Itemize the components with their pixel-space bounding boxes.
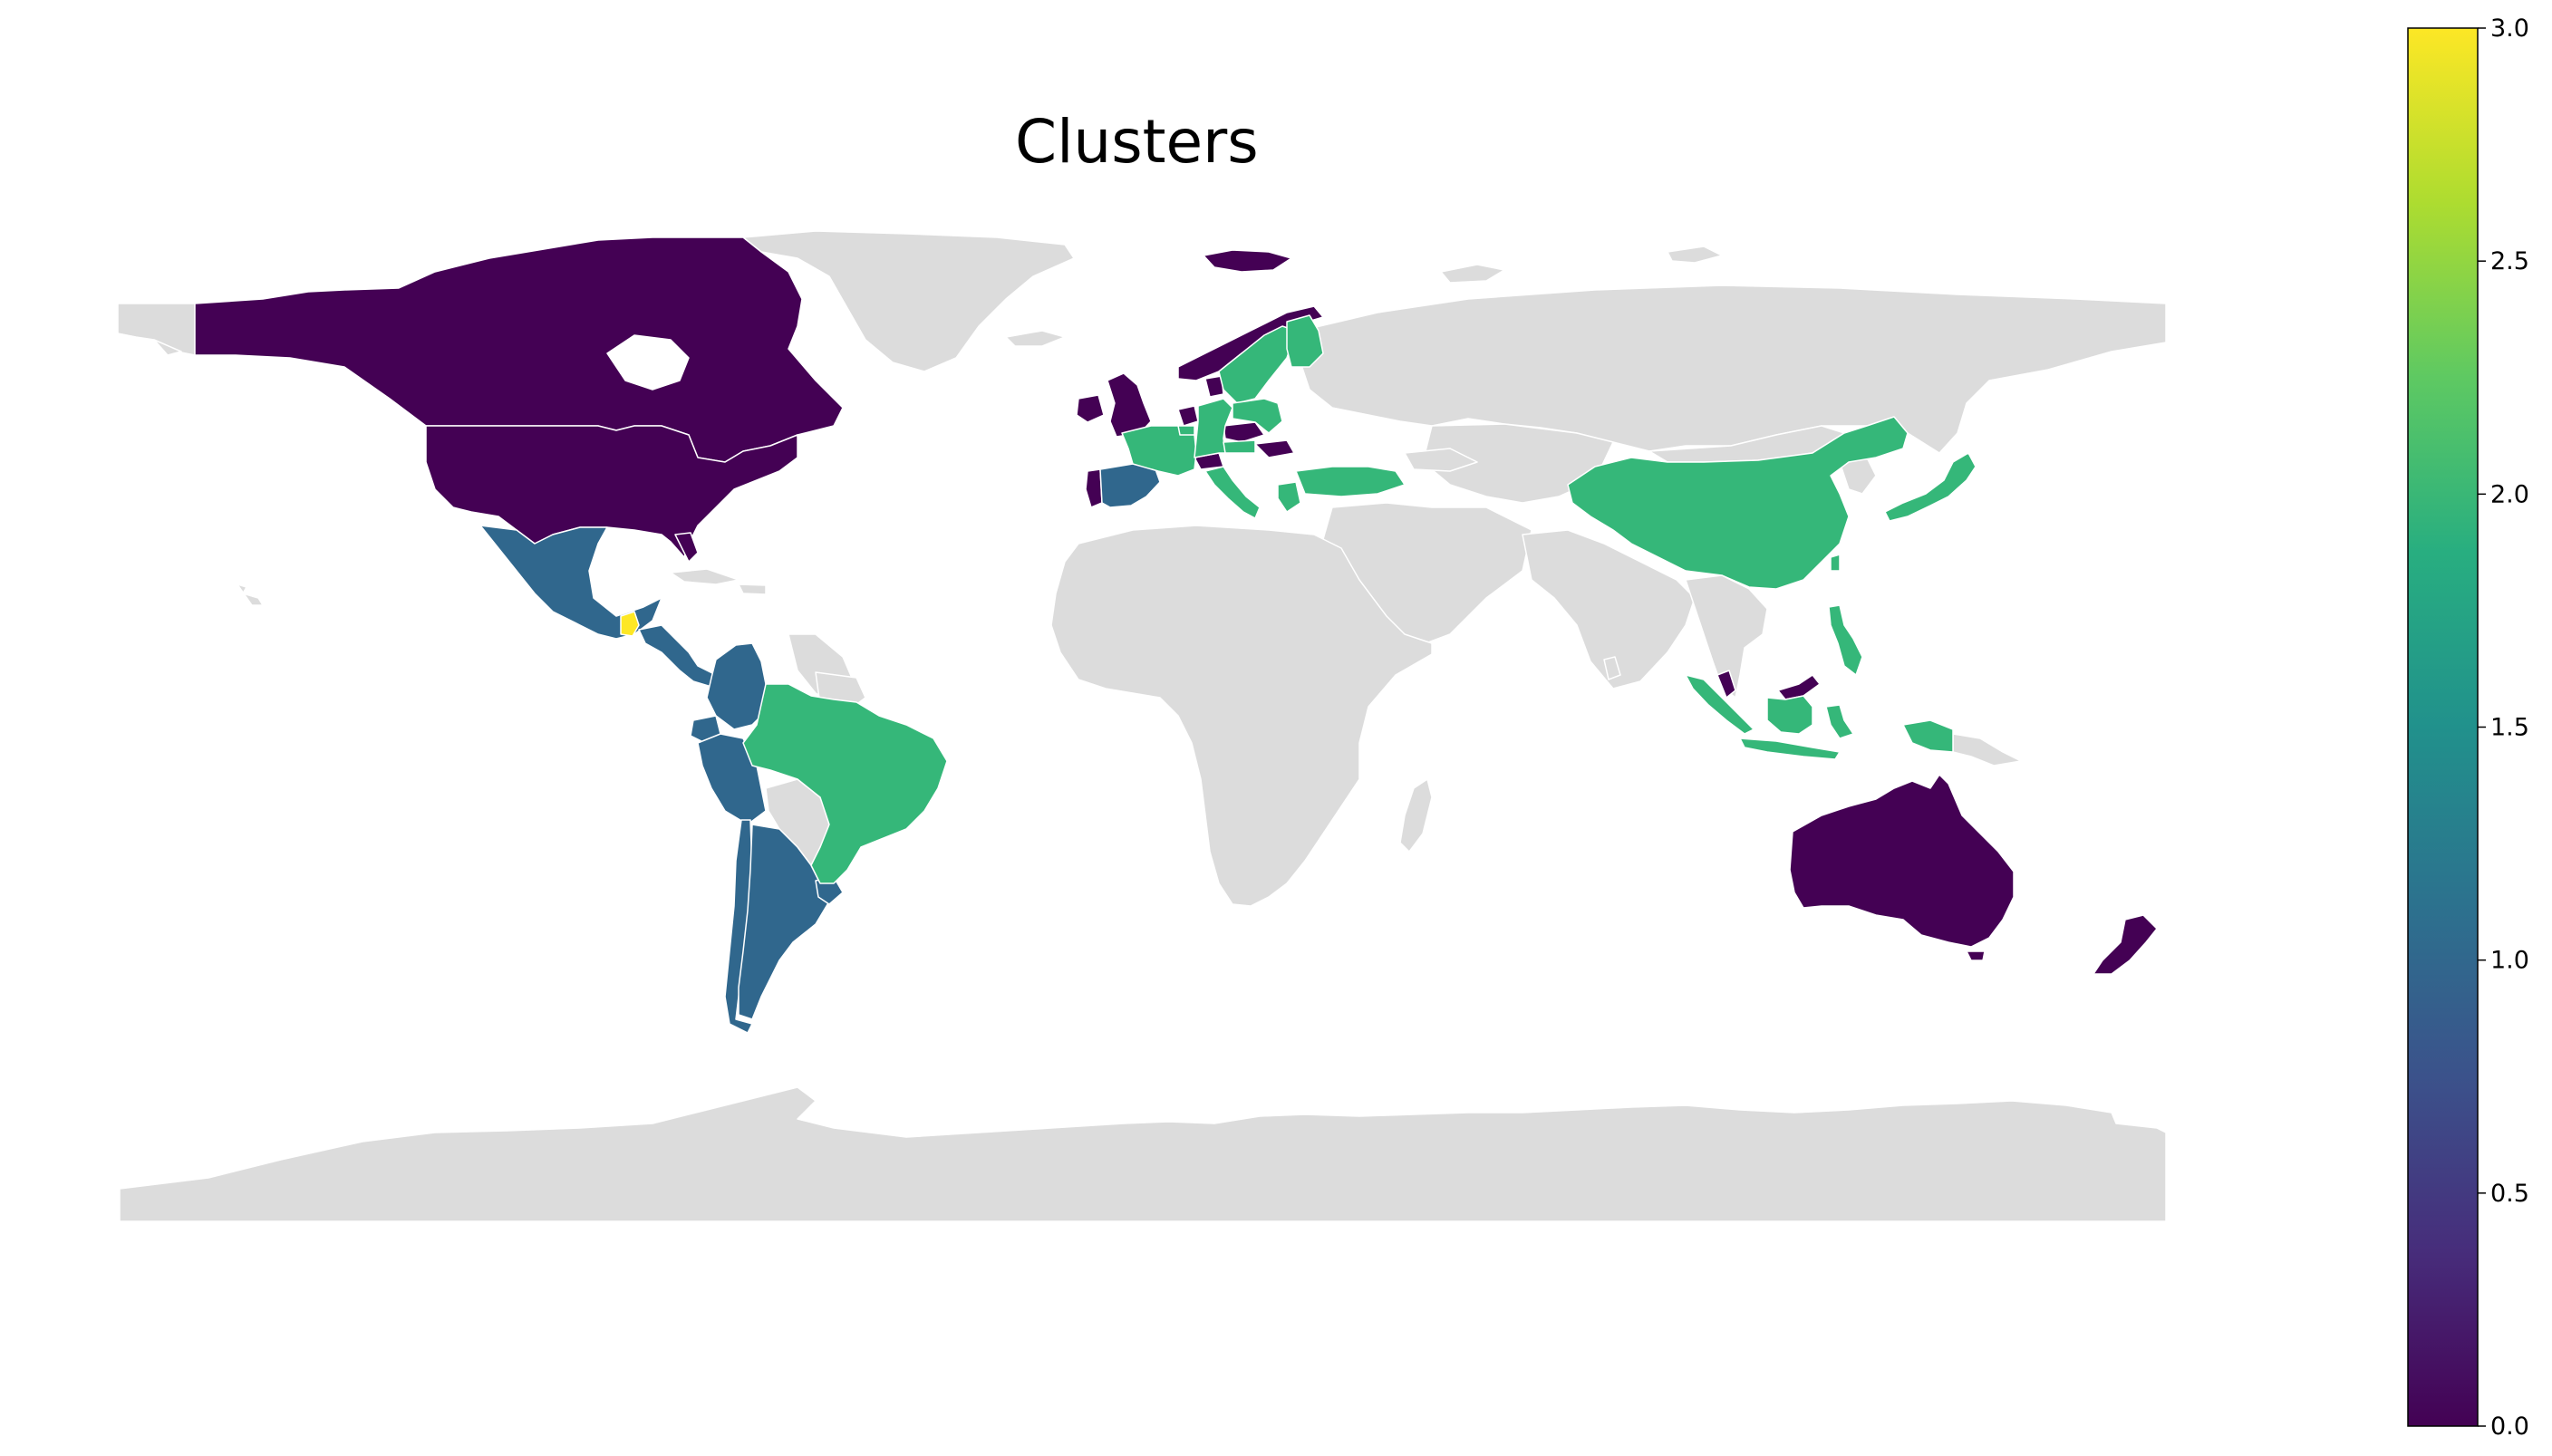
colorbar-tick-label: 3.0: [2490, 14, 2529, 43]
southeast-asia-mainland: [1685, 574, 1768, 699]
region-brazil: [742, 683, 948, 884]
region-spain: [1099, 463, 1161, 508]
region-iceland: [1203, 249, 1292, 273]
madagascar: [1399, 778, 1433, 853]
antarctica: [119, 1086, 2167, 1222]
colorbar-tick-label: 2.5: [2490, 247, 2529, 275]
region-china: [1567, 416, 1909, 590]
colorbar-tick-label: 0.0: [2490, 1413, 2529, 1441]
region-indonesia-java: [1739, 738, 1841, 760]
region-central-america-blue: [638, 624, 717, 688]
siberian-islands: [1667, 246, 1723, 264]
region-austria: [1223, 439, 1256, 454]
region-indonesia-sulawesi: [1825, 704, 1854, 739]
region-indonesia-borneo: [1766, 695, 1813, 735]
region-japan: [1884, 452, 1977, 522]
region-netherlands: [1177, 405, 1199, 427]
region-taiwan: [1830, 554, 1841, 572]
india-south-asia: [1522, 529, 1696, 689]
colorbar-tick-label: 1.5: [2490, 714, 2529, 742]
hawaii: [237, 583, 264, 606]
greenland: [742, 230, 1075, 372]
colorbar-tick-label: 2.0: [2490, 480, 2529, 508]
region-sweden: [1218, 325, 1297, 404]
region-mexico: [479, 525, 662, 640]
region-belgium: [1177, 425, 1195, 436]
region-hudson-bay-water: [606, 334, 690, 391]
svalbard: [1005, 330, 1066, 347]
region-indonesia-papua: [1902, 719, 1954, 753]
colorbar-tick-label: 1.0: [2490, 947, 2529, 975]
region-new-zealand: [2093, 914, 2158, 975]
caucasus: [1404, 448, 1478, 472]
hispaniola: [738, 583, 767, 595]
region-turkey: [1295, 466, 1406, 497]
region-malaysia-borneo: [1777, 674, 1821, 700]
colorbar-gradient: [2407, 27, 2479, 1427]
region-finland: [1286, 314, 1324, 368]
kazakhstan-central-asia: [1422, 423, 1614, 504]
region-poland: [1232, 398, 1283, 434]
region-czechia: [1223, 421, 1265, 443]
png: [1952, 733, 2022, 767]
africa: [1050, 525, 1433, 907]
region-france: [1121, 425, 1197, 477]
caribbean-cuba: [670, 568, 740, 585]
region-hungary: [1254, 439, 1295, 458]
region-guatemala: [620, 611, 640, 637]
region-argentina: [738, 824, 830, 1020]
region-ireland: [1076, 394, 1105, 423]
region-tasmania: [1966, 950, 1986, 961]
region-florida: [674, 532, 699, 563]
region-portugal: [1085, 468, 1103, 508]
russia: [1300, 284, 2167, 454]
colorbar: 0.0 0.5 1.0 1.5 2.0 2.5 3.0: [2407, 14, 2529, 1441]
map-title: Clusters: [1015, 107, 1259, 177]
region-philippines: [1828, 604, 1863, 676]
novaya-zemlya: [1440, 264, 1505, 284]
region-italy: [1204, 466, 1261, 519]
region-denmark: [1204, 375, 1224, 398]
region-greece: [1277, 481, 1301, 513]
region-indonesia-sumatra: [1685, 674, 1754, 735]
region-malaysia-peninsula: [1716, 670, 1736, 699]
aleutians: [153, 339, 182, 356]
region-australia: [1789, 774, 2015, 948]
sri-lanka: [1603, 656, 1621, 680]
alaska: [117, 303, 196, 356]
colorbar-tick-label: 0.5: [2490, 1180, 2529, 1208]
region-usa: [425, 425, 798, 558]
